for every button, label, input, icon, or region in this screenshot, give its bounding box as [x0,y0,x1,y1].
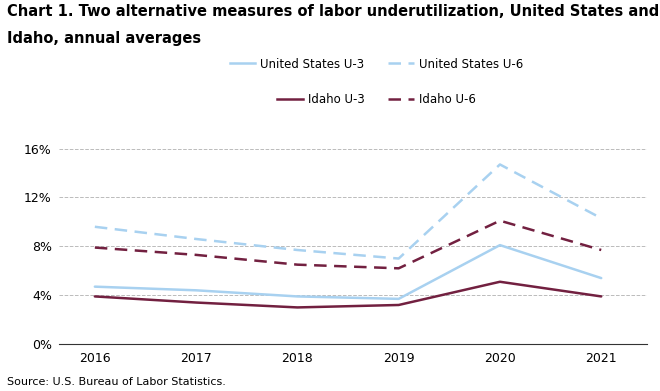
Legend: United States U-3, United States U-6: United States U-3, United States U-6 [225,53,527,75]
Text: Source: U.S. Bureau of Labor Statistics.: Source: U.S. Bureau of Labor Statistics. [7,377,226,387]
Legend: Idaho U-3, Idaho U-6: Idaho U-3, Idaho U-6 [272,88,480,110]
Text: Chart 1. Two alternative measures of labor underutilization, United States and: Chart 1. Two alternative measures of lab… [7,4,659,19]
Text: Idaho, annual averages: Idaho, annual averages [7,31,201,46]
